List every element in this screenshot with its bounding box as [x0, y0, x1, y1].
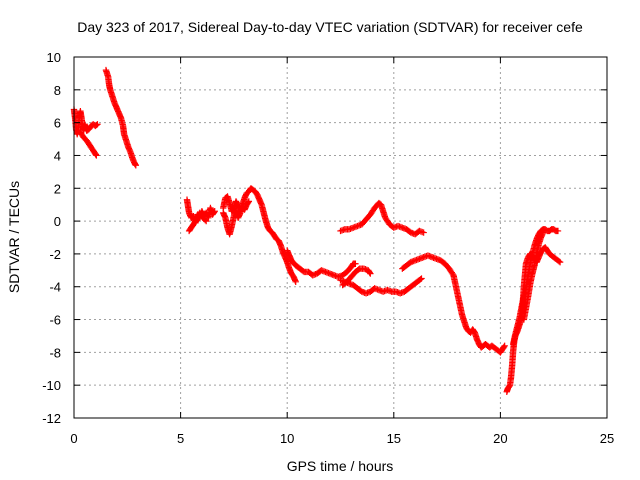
data-point — [418, 275, 425, 282]
data-point — [366, 269, 373, 276]
data-point — [417, 276, 424, 283]
data-point — [245, 198, 253, 205]
data-point — [554, 227, 562, 235]
data-point — [244, 199, 252, 206]
data-point — [500, 343, 508, 351]
y-tick-label: 10 — [47, 50, 61, 65]
y-tick-label: 8 — [54, 83, 61, 98]
y-tick-label: -2 — [49, 247, 61, 262]
y-tick-label: -8 — [49, 345, 61, 360]
data-point — [211, 208, 218, 215]
data-point — [539, 229, 547, 236]
data-point — [132, 162, 140, 169]
y-tick-label: 6 — [54, 116, 61, 131]
data-point — [352, 260, 359, 267]
data-point — [367, 270, 374, 277]
chart-title: Day 323 of 2017, Sidereal Day-to-day VTE… — [77, 19, 583, 35]
data-point — [501, 342, 508, 349]
data-point — [292, 278, 299, 286]
y-tick-label: 2 — [54, 181, 61, 196]
x-tick-label: 10 — [280, 431, 294, 446]
data-point — [556, 258, 564, 266]
data-point — [201, 216, 209, 224]
grid-lines — [74, 57, 607, 418]
x-tick-label: 20 — [493, 431, 507, 446]
y-tick-label: -10 — [42, 378, 61, 393]
data-point — [555, 258, 563, 265]
x-tick-label: 15 — [387, 431, 401, 446]
y-tick-label: 0 — [54, 214, 61, 229]
x-axis-ticks: 0 5 10 15 20 25 — [70, 57, 614, 446]
y-tick-label: -12 — [42, 411, 61, 426]
y-tick-label: -6 — [49, 313, 61, 328]
x-axis-label: GPS time / hours — [287, 458, 394, 474]
plot-frame — [73, 56, 608, 419]
y-axis-label: SDTVAR / TECUs — [6, 181, 22, 293]
data-point — [210, 209, 218, 216]
x-tick-label: 0 — [70, 431, 77, 446]
data-point — [420, 229, 427, 236]
y-axis-ticks: -12 -10 -8 -6 -4 -2 0 2 4 6 8 10 — [42, 50, 607, 426]
data-point — [202, 217, 210, 225]
x-tick-label: 5 — [177, 431, 184, 446]
data-point — [93, 121, 100, 129]
y-tick-label: -4 — [49, 280, 61, 295]
data-points — [70, 66, 564, 395]
data-point — [93, 152, 100, 159]
data-point — [94, 121, 101, 128]
x-tick-label: 25 — [600, 431, 614, 446]
y-tick-label: 4 — [54, 148, 61, 163]
